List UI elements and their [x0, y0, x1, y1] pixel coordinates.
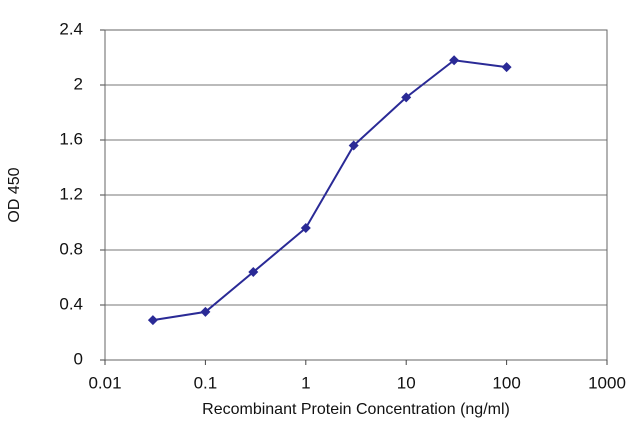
y-tick-label: 1.2	[59, 184, 83, 203]
y-tick-label: 2	[74, 74, 83, 93]
y-tick-label: 2.4	[59, 19, 83, 38]
y-tick-label: 0.4	[59, 294, 83, 313]
data-point	[449, 55, 460, 66]
x-tick-label: 0.1	[194, 373, 218, 392]
y-tick-label: 0.8	[59, 239, 83, 258]
data-point	[147, 315, 158, 326]
y-axis-title: OD 450	[6, 167, 23, 222]
data-point	[300, 223, 311, 233]
x-tick-label: 1000	[588, 373, 626, 392]
x-tick-label: 100	[492, 373, 520, 392]
data-point	[348, 140, 359, 151]
x-tick-label: 1	[301, 373, 310, 392]
data-point	[501, 62, 512, 73]
y-tick-label: 1.6	[59, 129, 83, 148]
series-line	[152, 59, 507, 322]
plot-frame	[104, 29, 608, 361]
y-tick-label: 0	[74, 349, 83, 368]
x-tick-label: 10	[397, 373, 416, 392]
x-tick-label: 0.01	[88, 373, 121, 392]
data-point	[200, 306, 211, 317]
data-point	[401, 92, 412, 103]
data-point	[248, 267, 259, 277]
x-axis-title: Recombinant Protein Concentration (ng/ml…	[202, 401, 510, 418]
